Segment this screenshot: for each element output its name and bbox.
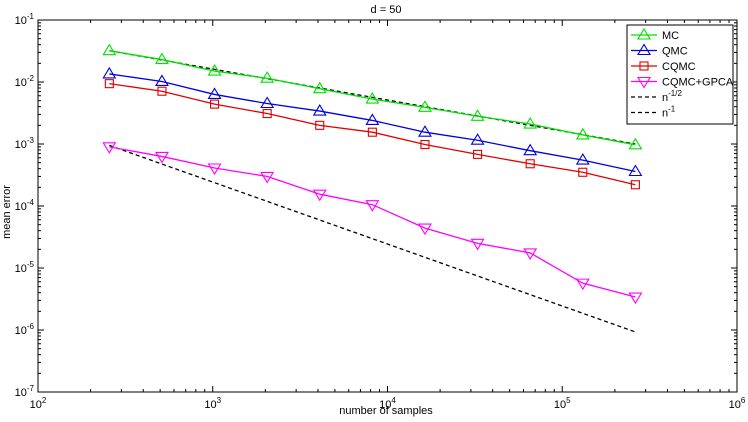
data-point-qmc	[417, 125, 432, 137]
plot-border	[37, 19, 738, 393]
legend-label: n-1/2	[662, 89, 682, 104]
data-point-mc	[575, 127, 590, 140]
series-line-qmc	[109, 73, 636, 173]
data-point-mc	[312, 81, 327, 94]
series-cqmc-gpca	[102, 142, 643, 305]
data-point-cqmc	[104, 79, 114, 89]
data-point-qmc	[260, 96, 275, 109]
x-axis-label: number of samples	[339, 405, 433, 417]
data-point-qmc	[628, 164, 643, 177]
data-point-cqmc-gpca	[523, 248, 538, 261]
data-point-cqmc	[209, 99, 220, 109]
legend-label: QMC	[662, 46, 688, 58]
legend-marker	[637, 43, 651, 56]
data-point-qmc	[575, 153, 590, 165]
data-point-cqmc	[578, 167, 588, 177]
data-point-cqmc-gpca	[207, 163, 222, 176]
data-point-mc	[523, 116, 538, 129]
data-point-qmc	[154, 74, 169, 87]
x-tick-label: 106	[729, 396, 746, 411]
plot-area	[37, 19, 738, 393]
data-point-cqmc	[315, 120, 325, 130]
y-tick-label: 10-7	[15, 384, 35, 399]
data-point-cqmc	[473, 149, 483, 159]
data-point-cqmc	[525, 159, 535, 169]
series-line-cqmc	[109, 83, 636, 186]
data-point-mc	[365, 92, 380, 104]
series-cqmc	[104, 79, 640, 190]
y-tick-label: 10-1	[15, 12, 35, 27]
reference-lines	[109, 50, 636, 333]
y-tick-label: 10-2	[15, 74, 35, 89]
series-line-mc	[109, 50, 636, 146]
data-point-mc	[207, 64, 222, 76]
reference-line-1	[109, 50, 636, 145]
data-point-cqmc-gpca	[575, 278, 590, 291]
data-point-cqmc-gpca	[312, 189, 327, 202]
data-point-qmc	[470, 133, 485, 145]
data-point-cqmc-gpca	[628, 292, 643, 305]
data-point-mc	[417, 100, 432, 112]
y-tick-label: 10-4	[15, 198, 35, 213]
data-point-qmc	[207, 87, 222, 99]
data-point-qmc	[312, 103, 327, 116]
x-axis: 102 103 104 105 106	[30, 20, 746, 411]
data-point-cqmc-gpca	[154, 151, 169, 164]
data-point-cqmc	[630, 180, 640, 190]
data-point-qmc	[102, 66, 117, 79]
data-point-cqmc-gpca	[417, 223, 432, 236]
data-point-cqmc	[367, 127, 377, 137]
y-axis-label: mean error	[1, 185, 13, 239]
data-point-cqmc-gpca	[260, 171, 275, 184]
chart-title: d = 50	[371, 4, 402, 16]
series-mc	[102, 43, 643, 150]
data-point-mc	[260, 71, 275, 83]
data-point-cqmc-gpca	[365, 200, 380, 212]
data-point-cqmc	[157, 86, 167, 96]
legend-marker	[637, 76, 651, 89]
data-point-cqmc-gpca	[102, 142, 117, 154]
reference-line-2	[109, 144, 636, 333]
x-tick-label: 104	[379, 396, 396, 411]
data-point-cqmc-gpca	[470, 238, 485, 251]
data-point-qmc	[523, 143, 538, 156]
x-tick-label: 102	[30, 396, 47, 411]
data-point-cqmc	[262, 108, 272, 119]
data-point-mc	[628, 137, 643, 150]
data-point-mc	[102, 43, 117, 56]
legend-marker	[639, 61, 649, 71]
y-tick-label: 10-6	[15, 322, 35, 337]
series-line-cqmc-gpca	[109, 146, 636, 298]
legend-label: CQMC+GPCA	[662, 77, 734, 89]
legend-label: n-1	[662, 105, 676, 120]
legend-marker	[637, 27, 651, 40]
data-point-qmc	[365, 113, 380, 125]
data-point-mc	[154, 52, 169, 65]
y-tick-label: 10-3	[15, 136, 35, 151]
y-axis: 10-7 10-6 10-5 10-4 10-3 10-2 10-1	[15, 12, 737, 399]
series-qmc	[102, 66, 643, 177]
x-tick-label: 103	[204, 396, 221, 411]
legend-label: MC	[662, 30, 679, 42]
x-tick-label: 105	[554, 396, 571, 411]
y-tick-label: 10-5	[15, 260, 35, 275]
data-point-mc	[470, 109, 485, 121]
series	[102, 43, 643, 305]
legend-box	[626, 24, 734, 125]
legend-label: CQMC	[662, 61, 696, 73]
data-point-cqmc	[420, 139, 430, 150]
